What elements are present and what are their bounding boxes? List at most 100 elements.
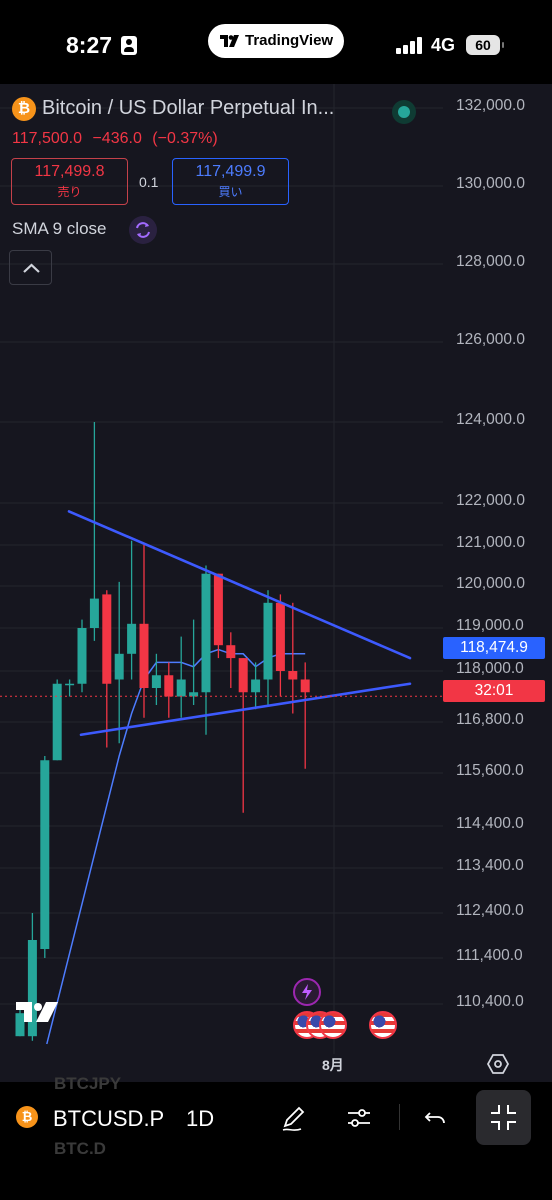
axis-label: 124,000.0 bbox=[456, 411, 525, 428]
axis-label: 130,000.0 bbox=[456, 175, 525, 192]
candle-body bbox=[139, 623, 149, 688]
current-price-tag: 118,474.9 bbox=[443, 637, 545, 659]
candle bbox=[65, 679, 75, 697]
axis-label: 121,000.0 bbox=[456, 534, 525, 551]
price-change-line: 117,500.0 −436.0 (−0.37%) bbox=[12, 130, 224, 148]
app-pill-label: TradingView bbox=[245, 32, 334, 49]
price-change: −436.0 bbox=[92, 130, 142, 147]
ghost-symbol-above: BTCJPY bbox=[54, 1074, 122, 1093]
symbol-selector[interactable]: BTCUSD.P bbox=[53, 1106, 165, 1131]
price-change-percent: (−0.37%) bbox=[152, 130, 218, 147]
candle-body bbox=[151, 675, 161, 688]
candle-body bbox=[263, 602, 273, 680]
spread-value: 0.1 bbox=[139, 174, 159, 190]
candle-body bbox=[15, 1013, 25, 1037]
drawing-tools-icon[interactable] bbox=[279, 1102, 311, 1134]
candle-body bbox=[189, 692, 199, 697]
candle-body bbox=[52, 683, 62, 761]
us-flag-event-icon[interactable] bbox=[319, 1011, 347, 1039]
ghost-symbol-below: BTC.D bbox=[54, 1139, 106, 1158]
candle-body bbox=[275, 602, 285, 671]
candle-body bbox=[27, 940, 37, 1037]
exit-fullscreen-button[interactable] bbox=[476, 1090, 531, 1145]
axis-label: 126,000.0 bbox=[456, 331, 525, 348]
app-pill[interactable]: TradingView bbox=[208, 24, 344, 58]
candle bbox=[275, 594, 285, 697]
lightning-event-icon[interactable] bbox=[293, 978, 321, 1006]
undo-icon[interactable] bbox=[420, 1102, 452, 1134]
axis-label: 110,400.0 bbox=[456, 993, 524, 1010]
axis-label: 114,400.0 bbox=[456, 815, 524, 832]
trendline bbox=[67, 510, 412, 660]
indicator-label[interactable]: SMA 9 close bbox=[12, 219, 107, 238]
candle-body bbox=[40, 760, 50, 949]
candle bbox=[151, 653, 161, 705]
bottom-toolbar: BTCJPY BTC.D ₿ BTCUSD.P 1D bbox=[0, 1074, 552, 1200]
axis-label: 120,000.0 bbox=[456, 575, 525, 592]
loading-spinner-icon bbox=[129, 216, 157, 244]
candle bbox=[226, 632, 236, 688]
candle bbox=[164, 662, 174, 718]
symbol-title[interactable]: Bitcoin / US Dollar Perpetual In... bbox=[42, 97, 335, 119]
bitcoin-icon: ₿ bbox=[16, 1106, 38, 1128]
axis-label: 118,000.0 bbox=[456, 660, 524, 677]
axis-label: 112,400.0 bbox=[456, 902, 524, 919]
us-flag-event-icon[interactable] bbox=[369, 1011, 397, 1039]
sell-button[interactable]: 117,499.8 売り bbox=[11, 158, 128, 205]
bar-countdown-tag: 32:01 bbox=[443, 680, 545, 702]
candle-body bbox=[226, 645, 236, 659]
cell-signal-icon bbox=[396, 36, 424, 54]
candle-body bbox=[176, 679, 186, 697]
sma-line bbox=[46, 648, 306, 1045]
chart-area[interactable] bbox=[0, 84, 552, 1082]
chart-settings-icon[interactable] bbox=[486, 1052, 510, 1076]
sell-label: 売り bbox=[57, 185, 82, 199]
price-chart[interactable] bbox=[0, 84, 552, 1082]
candle bbox=[102, 590, 112, 748]
time-axis-label: 8月 bbox=[322, 1057, 344, 1073]
axis-label: 128,000.0 bbox=[456, 253, 525, 270]
trendline bbox=[79, 682, 412, 737]
buy-price: 117,499.9 bbox=[195, 163, 266, 180]
focus-person-icon bbox=[121, 36, 137, 55]
network-type: 4G bbox=[431, 35, 456, 55]
candle-body bbox=[288, 671, 298, 680]
candle-body bbox=[201, 573, 211, 693]
candle bbox=[263, 590, 273, 705]
candle bbox=[238, 658, 248, 813]
battery-icon: 60 bbox=[466, 35, 504, 55]
indicators-icon[interactable] bbox=[343, 1102, 375, 1134]
candle bbox=[114, 581, 124, 744]
axis-label: 122,000.0 bbox=[456, 492, 525, 509]
symbol-legend[interactable]: ₿ Bitcoin / US Dollar Perpetual In... bbox=[12, 96, 442, 122]
candle bbox=[89, 422, 99, 641]
candle-body bbox=[89, 598, 99, 628]
candle-body bbox=[251, 679, 261, 693]
interval-selector[interactable]: 1D bbox=[186, 1106, 215, 1131]
candle-body bbox=[127, 623, 137, 654]
tradingview-logo-icon bbox=[220, 35, 239, 47]
sell-price: 117,499.8 bbox=[34, 163, 105, 180]
candle bbox=[201, 565, 211, 735]
buy-button[interactable]: 117,499.9 買い bbox=[172, 158, 289, 205]
candle bbox=[213, 573, 223, 659]
toolbar-divider bbox=[399, 1104, 400, 1130]
candle bbox=[15, 1008, 25, 1037]
collapse-icon bbox=[491, 1105, 516, 1130]
candle bbox=[77, 619, 87, 693]
candle-body bbox=[300, 679, 310, 693]
axis-label: 113,400.0 bbox=[456, 857, 524, 874]
buy-label: 買い bbox=[218, 185, 243, 199]
candle bbox=[189, 619, 199, 705]
axis-label: 132,000.0 bbox=[456, 97, 525, 114]
candle-body bbox=[102, 594, 112, 684]
candle-body bbox=[238, 658, 248, 693]
status-bar: 8:27 TradingView 4G 60 bbox=[0, 0, 552, 84]
axis-label: 111,400.0 bbox=[456, 947, 523, 964]
collapse-legend-button[interactable] bbox=[9, 250, 52, 285]
bitcoin-icon: ₿ bbox=[12, 97, 36, 121]
candle bbox=[300, 662, 310, 769]
last-price: 117,500.0 bbox=[12, 130, 82, 147]
candle bbox=[139, 545, 149, 718]
candle-body bbox=[213, 573, 223, 646]
